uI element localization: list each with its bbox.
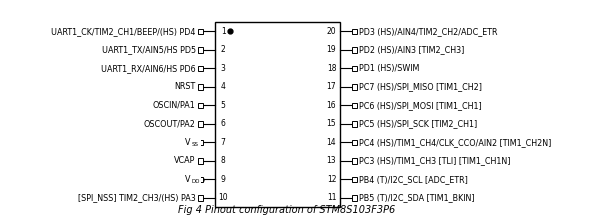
Text: 13: 13 (327, 156, 336, 165)
Text: PB4 (T)/I2C_SCL [ADC_ETR]: PB4 (T)/I2C_SCL [ADC_ETR] (359, 175, 468, 184)
Text: Fig 4 Pinout configuration of STM8S103F3P6: Fig 4 Pinout configuration of STM8S103F3… (178, 205, 396, 215)
Bar (352, 28, 357, 34)
Text: PC3 (HS)/TIM1_CH3 [TLI] [TIM1_CH1N]: PC3 (HS)/TIM1_CH3 [TLI] [TIM1_CH1N] (359, 156, 510, 165)
Bar (167, 174, 201, 184)
Bar (198, 102, 203, 108)
Bar (198, 177, 203, 182)
Text: 14: 14 (327, 138, 336, 147)
Bar (352, 177, 357, 182)
Bar (352, 158, 357, 164)
Text: 12: 12 (327, 175, 336, 184)
Text: NRST: NRST (175, 82, 195, 91)
Text: 3: 3 (221, 64, 226, 73)
Bar (198, 65, 203, 71)
Text: 2: 2 (221, 45, 226, 54)
Text: 1: 1 (221, 27, 226, 36)
Text: 18: 18 (327, 64, 336, 73)
Text: DD: DD (192, 178, 200, 184)
Text: PC4 (HS)/TIM1_CH4/CLK_CCO/AIN2 [TIM1_CH2N]: PC4 (HS)/TIM1_CH4/CLK_CCO/AIN2 [TIM1_CH2… (359, 138, 551, 147)
Bar (198, 140, 203, 145)
Text: V: V (185, 175, 191, 184)
Bar (198, 47, 203, 53)
Bar (198, 28, 203, 34)
Text: PC7 (HS)/SPI_MISO [TIM1_CH2]: PC7 (HS)/SPI_MISO [TIM1_CH2] (359, 82, 482, 91)
Text: PD3 (HS)/AIN4/TIM2_CH2/ADC_ETR: PD3 (HS)/AIN4/TIM2_CH2/ADC_ETR (359, 27, 498, 36)
Text: PD1 (HS)/SWIM: PD1 (HS)/SWIM (359, 64, 419, 73)
Text: [SPI_NSS] TIM2_CH3/(HS) PA3: [SPI_NSS] TIM2_CH3/(HS) PA3 (78, 193, 195, 202)
Text: V: V (185, 138, 191, 147)
Bar (198, 84, 203, 90)
Text: 15: 15 (327, 119, 336, 128)
Text: 11: 11 (327, 193, 336, 202)
Text: UART1_TX/AIN5/HS PD5: UART1_TX/AIN5/HS PD5 (102, 45, 195, 54)
Text: 20: 20 (327, 27, 336, 36)
Bar (352, 47, 357, 53)
Text: DD: DD (196, 178, 206, 183)
Text: UART1_CK/TIM2_CH1/BEEP/(HS) PD4: UART1_CK/TIM2_CH1/BEEP/(HS) PD4 (51, 27, 195, 36)
Text: SS: SS (196, 141, 204, 146)
Text: OSCOUT/PA2: OSCOUT/PA2 (144, 119, 195, 128)
Bar (198, 121, 203, 127)
Text: PD2 (HS)/AIN3 [TIM2_CH3]: PD2 (HS)/AIN3 [TIM2_CH3] (359, 45, 465, 54)
Text: UART1_RX/AIN6/HS PD6: UART1_RX/AIN6/HS PD6 (101, 64, 195, 73)
Text: 6: 6 (221, 119, 226, 128)
Bar (198, 158, 203, 164)
Text: OSCIN/PA1: OSCIN/PA1 (153, 101, 195, 110)
Text: 19: 19 (327, 45, 336, 54)
Text: SS: SS (192, 141, 199, 147)
Bar (352, 102, 357, 108)
Text: 8: 8 (221, 156, 226, 165)
Text: V: V (190, 175, 195, 184)
Text: 10: 10 (219, 193, 228, 202)
Text: 17: 17 (327, 82, 336, 91)
Bar (167, 137, 201, 147)
Bar (352, 121, 357, 127)
Text: 5: 5 (221, 101, 226, 110)
Text: 9: 9 (221, 175, 226, 184)
Text: PC5 (HS)/SPI_SCK [TIM2_CH1]: PC5 (HS)/SPI_SCK [TIM2_CH1] (359, 119, 478, 128)
Bar (352, 140, 357, 145)
Text: V: V (190, 138, 195, 147)
Bar (352, 195, 357, 201)
Bar (198, 195, 203, 201)
Text: 7: 7 (221, 138, 226, 147)
Bar (214, 22, 340, 207)
Text: PC6 (HS)/SPI_MOSI [TIM1_CH1]: PC6 (HS)/SPI_MOSI [TIM1_CH1] (359, 101, 482, 110)
Text: VCAP: VCAP (174, 156, 195, 165)
Text: 16: 16 (327, 101, 336, 110)
Text: 4: 4 (221, 82, 226, 91)
Bar (352, 84, 357, 90)
Text: PB5 (T)/I2C_SDA [TIM1_BKIN]: PB5 (T)/I2C_SDA [TIM1_BKIN] (359, 193, 475, 202)
Bar (352, 65, 357, 71)
